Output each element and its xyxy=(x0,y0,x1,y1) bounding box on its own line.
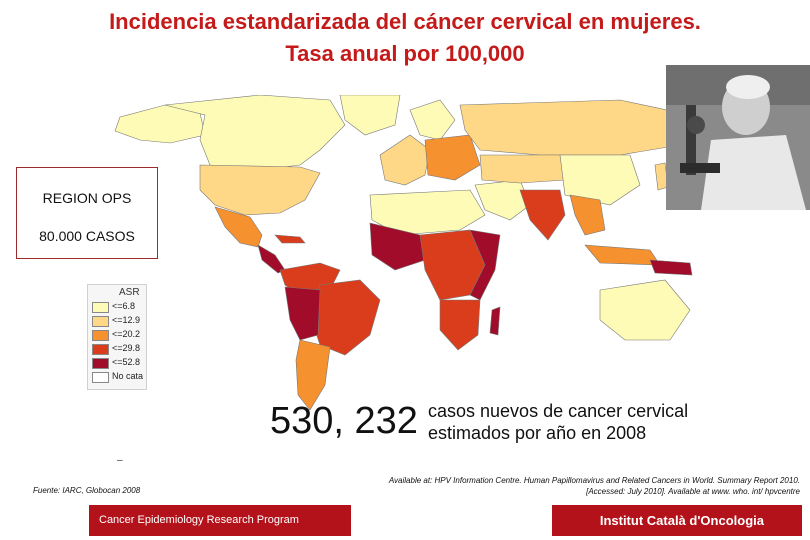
legend-item: <=52.8 xyxy=(92,357,146,369)
legend-label: <=52.8 xyxy=(112,357,141,367)
legend-swatch xyxy=(92,372,109,383)
total-cases-number: 530, 232 xyxy=(270,400,418,442)
slide-title-line2: Tasa anual por 100,000 xyxy=(285,41,525,66)
cases-description-line2: estimados por año en 2008 xyxy=(428,423,647,443)
new-guinea xyxy=(649,259,693,276)
southeast-asia xyxy=(569,194,606,236)
legend-swatch xyxy=(92,316,109,327)
legend-title: ASR xyxy=(119,287,140,298)
legend-label: No cata xyxy=(112,371,144,381)
region-ops-cases: 80.000 CASOS xyxy=(39,228,135,244)
footer-institute-bar: Institut Català d'Oncologia xyxy=(552,505,802,536)
legend-item: <=20.2 xyxy=(92,329,146,341)
europe-east xyxy=(424,134,481,181)
legend-swatch xyxy=(92,358,109,369)
peru-bolivia xyxy=(284,286,321,341)
cases-description: casos nuevos de cancer cervical estimado… xyxy=(428,400,728,444)
source-note: Fuente: IARC, Globocan 2008 xyxy=(33,486,141,495)
india xyxy=(519,189,566,241)
legend-item: No cata xyxy=(92,371,146,383)
legend-item: <=29.8 xyxy=(92,343,146,355)
cases-description-line1: casos nuevos de cancer cervical xyxy=(428,401,689,421)
australia xyxy=(599,279,691,341)
scientist-with-microscope-photo xyxy=(666,65,810,210)
legend-swatch xyxy=(92,344,109,355)
legend-label: <=6.8 xyxy=(112,301,136,311)
canada xyxy=(164,95,346,171)
legend-item: <=12.9 xyxy=(92,315,146,327)
legend-label: <=29.8 xyxy=(112,343,141,353)
europe-west xyxy=(379,134,431,186)
usa xyxy=(199,164,321,216)
legend-swatch xyxy=(92,302,109,313)
availability-line2: [Accessed: July 2010]. Available at www.… xyxy=(586,487,800,496)
southern-africa xyxy=(439,299,481,351)
greenland xyxy=(339,95,401,136)
mexico xyxy=(214,206,263,248)
availability-line1: Available at: HPV Information Centre. Hu… xyxy=(388,476,800,485)
madagascar xyxy=(489,306,501,336)
legend-swatch xyxy=(92,330,109,341)
footer-institute-label: Institut Català d'Oncologia xyxy=(599,513,764,528)
map-legend: ASR <=6.8 <=12.9 <=20.2 <=29.8 <=52.8 No… xyxy=(87,284,147,390)
central-asia xyxy=(479,154,566,184)
footer-program-label: Cancer Epidemiology Research Program xyxy=(99,514,299,526)
caribbean xyxy=(274,234,306,244)
region-ops-callout: REGION OPS 80.000 CASOS xyxy=(16,167,158,259)
region-ops-label: REGION OPS xyxy=(42,190,132,206)
russia xyxy=(459,99,691,156)
west-africa xyxy=(369,222,426,271)
slide-title-line1: Incidencia estandarizada del cáncer cerv… xyxy=(109,9,701,34)
dash-mark: – xyxy=(117,455,123,466)
argentina-chile xyxy=(295,339,331,410)
availability-note: Available at: HPV Information Centre. Hu… xyxy=(380,475,800,497)
north-africa xyxy=(369,189,486,236)
legend-item: <=6.8 xyxy=(92,301,146,313)
footer-program-bar: Cancer Epidemiology Research Program xyxy=(89,505,351,536)
legend-label: <=12.9 xyxy=(112,315,141,325)
legend-label: <=20.2 xyxy=(112,329,141,339)
scandinavia xyxy=(409,99,456,141)
china xyxy=(559,154,641,206)
